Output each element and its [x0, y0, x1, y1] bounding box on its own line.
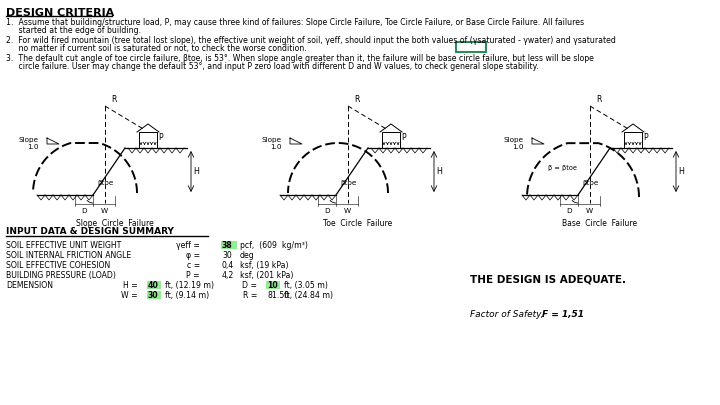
Text: Factor of Safety,: Factor of Safety,	[470, 310, 549, 319]
Bar	[221, 241, 237, 249]
Text: 3.  The default cut angle of toe circle failure, βtoe, is 53°. When slope angle : 3. The default cut angle of toe circle f…	[6, 54, 594, 63]
Text: circle failure. User may change the default 53°, and input P zero load with diff: circle failure. User may change the defa…	[6, 62, 539, 71]
Text: 2.  For wild fired mountain (tree total lost slope), the effective unit weight o: 2. For wild fired mountain (tree total l…	[6, 36, 616, 45]
Text: H =: H =	[123, 281, 138, 290]
Bar	[147, 281, 161, 289]
Text: R: R	[111, 95, 117, 104]
Text: BUILDING PRESSURE (LOAD): BUILDING PRESSURE (LOAD)	[6, 271, 116, 280]
Text: W =: W =	[122, 291, 138, 300]
Bar	[624, 132, 642, 148]
Text: P: P	[158, 133, 163, 142]
Bar	[456, 42, 486, 52]
Text: βtoe: βtoe	[340, 180, 356, 186]
Text: F = 1,51: F = 1,51	[542, 310, 584, 319]
Text: W: W	[100, 208, 107, 214]
Text: ft, (3.05 m): ft, (3.05 m)	[284, 281, 328, 290]
Text: 4,2: 4,2	[222, 271, 234, 280]
Text: Slope: Slope	[504, 137, 524, 143]
Text: 30: 30	[148, 291, 158, 300]
Text: ft, (12.19 m): ft, (12.19 m)	[165, 281, 214, 290]
Text: c =: c =	[186, 261, 200, 270]
Text: 40: 40	[148, 281, 159, 290]
Text: R: R	[354, 95, 359, 104]
Text: started at the edge of building.: started at the edge of building.	[6, 26, 141, 35]
Text: βtoe: βtoe	[97, 180, 113, 186]
Bar	[139, 132, 157, 148]
Bar	[147, 290, 161, 299]
Text: Toe  Circle  Failure: Toe Circle Failure	[323, 219, 392, 228]
Text: P: P	[401, 133, 405, 142]
Text: 38: 38	[222, 241, 233, 250]
Text: INPUT DATA & DESIGN SUMMARY: INPUT DATA & DESIGN SUMMARY	[6, 227, 174, 236]
Text: SOIL EFFECTIVE UNIT WEIGHT: SOIL EFFECTIVE UNIT WEIGHT	[6, 241, 122, 250]
Bar	[382, 132, 400, 148]
Text: γeff =: γeff =	[176, 241, 200, 250]
Text: deg: deg	[240, 251, 255, 260]
Text: H: H	[436, 167, 442, 176]
Text: φ =: φ =	[186, 251, 200, 260]
Text: Slope  Circle  Failure: Slope Circle Failure	[76, 219, 154, 228]
Text: R: R	[596, 95, 601, 104]
Text: D: D	[566, 208, 572, 214]
Text: 1.0: 1.0	[271, 144, 282, 150]
Text: ksf, (201 kPa): ksf, (201 kPa)	[240, 271, 293, 280]
Text: βtoe: βtoe	[582, 180, 598, 186]
Text: 10: 10	[267, 281, 278, 290]
Text: 1.0: 1.0	[513, 144, 524, 150]
Text: H: H	[678, 167, 684, 176]
Text: D: D	[324, 208, 330, 214]
Text: D =: D =	[242, 281, 257, 290]
Text: DESIGN CRITERIA: DESIGN CRITERIA	[6, 8, 114, 18]
Text: Slope: Slope	[262, 137, 282, 143]
Text: THE DESIGN IS ADEQUATE.: THE DESIGN IS ADEQUATE.	[470, 275, 626, 285]
Text: D: D	[81, 208, 87, 214]
Text: ft, (24.84 m): ft, (24.84 m)	[284, 291, 333, 300]
Text: 0,4: 0,4	[222, 261, 234, 270]
Text: 81.50: 81.50	[267, 291, 289, 300]
Bar	[266, 281, 280, 289]
Text: SOIL EFFECTIVE COHESION: SOIL EFFECTIVE COHESION	[6, 261, 110, 270]
Text: P: P	[643, 133, 647, 142]
Text: DEMENSION: DEMENSION	[6, 281, 53, 290]
Text: no matter if current soil is saturated or not, to check the worse condition.: no matter if current soil is saturated o…	[6, 44, 307, 53]
Text: pcf,  (609  kg/m³): pcf, (609 kg/m³)	[240, 241, 308, 250]
Text: P =: P =	[186, 271, 200, 280]
Text: β = βtoe: β = βtoe	[548, 165, 577, 171]
Text: Base  Circle  Failure: Base Circle Failure	[562, 219, 638, 228]
Text: R =: R =	[243, 291, 257, 300]
Text: ksf, (19 kPa): ksf, (19 kPa)	[240, 261, 289, 270]
Text: H: H	[193, 167, 199, 176]
Text: W: W	[343, 208, 351, 214]
Text: SOIL INTERNAL FRICTION ANGLE: SOIL INTERNAL FRICTION ANGLE	[6, 251, 131, 260]
Text: Slope: Slope	[19, 137, 39, 143]
Text: ft, (9.14 m): ft, (9.14 m)	[165, 291, 209, 300]
Text: 1.  Assume that building/structure load, P, may cause three kind of failures: Sl: 1. Assume that building/structure load, …	[6, 18, 584, 27]
Text: 1.0: 1.0	[27, 144, 39, 150]
Text: 30: 30	[222, 251, 232, 260]
Text: W: W	[585, 208, 593, 214]
